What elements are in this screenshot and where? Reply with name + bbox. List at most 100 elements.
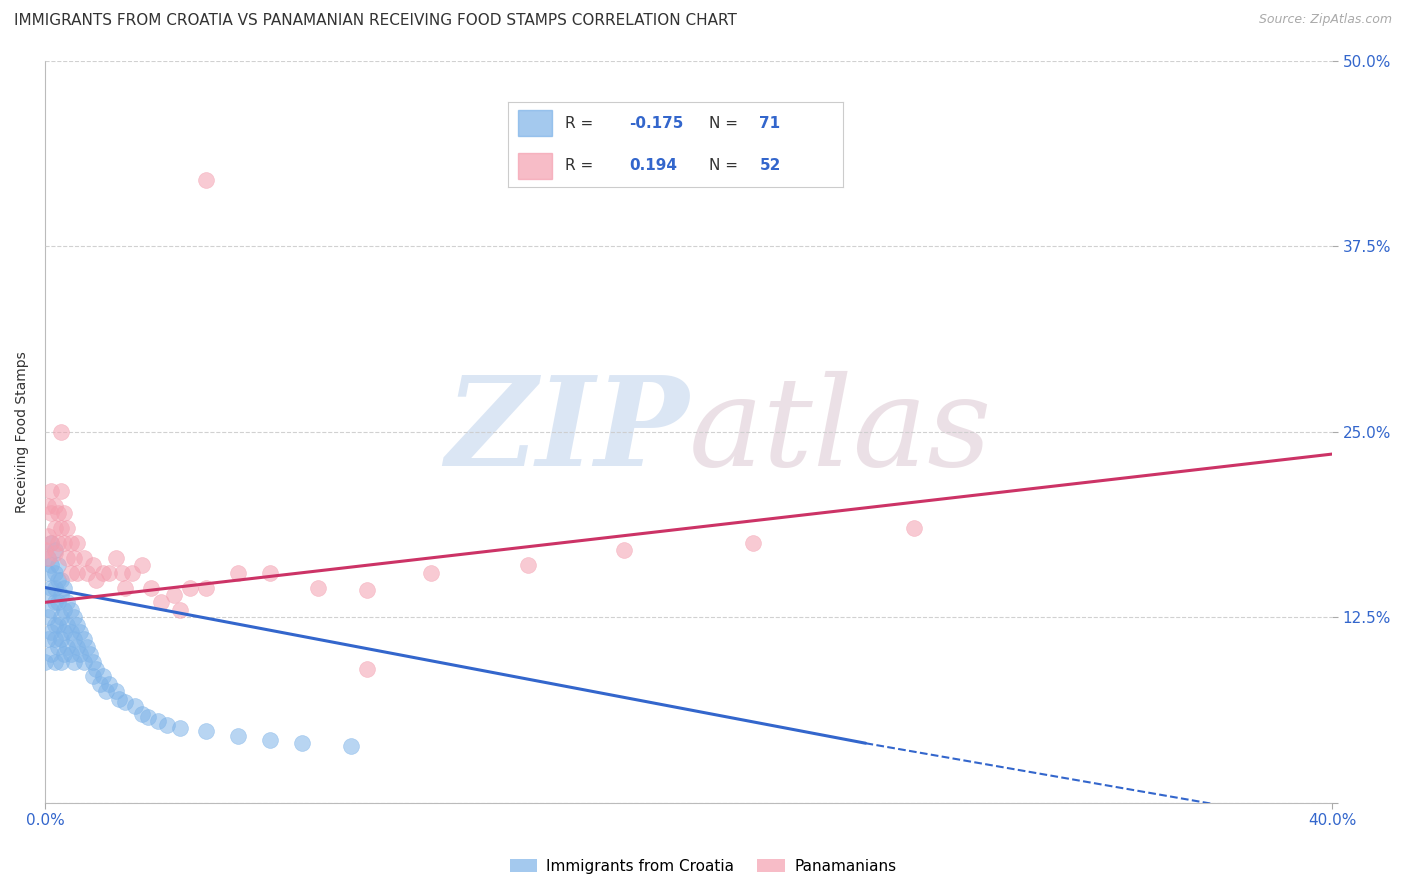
- Point: [66, 617, 89, 632]
- Point: [194, 581, 217, 595]
- Point: [41, 625, 63, 640]
- Point: [56, 617, 79, 632]
- Point: [37, 566, 59, 580]
- Point: [156, 718, 179, 732]
- Point: [131, 706, 153, 721]
- Point: [41, 536, 63, 550]
- Point: [46, 536, 69, 550]
- Point: [226, 566, 249, 580]
- Point: [44, 499, 66, 513]
- Point: [49, 521, 72, 535]
- Point: [163, 588, 186, 602]
- Point: [37, 550, 59, 565]
- Point: [41, 647, 63, 661]
- Point: [108, 691, 131, 706]
- Point: [49, 425, 72, 439]
- Point: [37, 499, 59, 513]
- Point: [53, 581, 76, 595]
- Point: [59, 647, 82, 661]
- Point: [37, 588, 59, 602]
- Point: [66, 536, 89, 550]
- Point: [44, 595, 66, 609]
- Point: [291, 736, 314, 750]
- Point: [53, 603, 76, 617]
- Text: Source: ZipAtlas.com: Source: ZipAtlas.com: [1258, 13, 1392, 27]
- Point: [44, 521, 66, 535]
- Point: [46, 595, 69, 609]
- Point: [41, 558, 63, 573]
- Point: [66, 640, 89, 654]
- Point: [114, 695, 136, 709]
- Point: [44, 581, 66, 595]
- Point: [91, 566, 114, 580]
- Point: [44, 546, 66, 560]
- Point: [86, 662, 108, 676]
- Point: [91, 669, 114, 683]
- Point: [56, 550, 79, 565]
- Point: [259, 733, 281, 747]
- Point: [131, 558, 153, 573]
- Point: [420, 566, 443, 580]
- Point: [169, 603, 191, 617]
- Point: [86, 573, 108, 587]
- Point: [56, 640, 79, 654]
- Point: [121, 566, 143, 580]
- Point: [46, 617, 69, 632]
- Point: [94, 684, 117, 698]
- Point: [63, 610, 86, 624]
- Point: [69, 647, 91, 661]
- Point: [34, 655, 56, 669]
- Point: [49, 632, 72, 647]
- Point: [63, 550, 86, 565]
- Point: [34, 543, 56, 558]
- Point: [82, 558, 104, 573]
- Point: [72, 632, 94, 647]
- Point: [72, 550, 94, 565]
- Point: [63, 632, 86, 647]
- Point: [46, 573, 69, 587]
- Point: [308, 581, 330, 595]
- Point: [194, 173, 217, 187]
- Legend: Immigrants from Croatia, Panamanians: Immigrants from Croatia, Panamanians: [503, 853, 903, 880]
- Point: [136, 709, 159, 723]
- Point: [259, 566, 281, 580]
- Point: [516, 558, 538, 573]
- Point: [741, 536, 763, 550]
- Point: [49, 655, 72, 669]
- Point: [44, 655, 66, 669]
- Point: [53, 507, 76, 521]
- Point: [41, 484, 63, 499]
- Point: [49, 484, 72, 499]
- Point: [56, 595, 79, 609]
- Point: [98, 677, 121, 691]
- Point: [37, 528, 59, 542]
- Point: [149, 595, 172, 609]
- Point: [44, 617, 66, 632]
- Point: [53, 536, 76, 550]
- Point: [169, 722, 191, 736]
- Point: [76, 640, 98, 654]
- Point: [41, 536, 63, 550]
- Point: [104, 684, 127, 698]
- Point: [903, 521, 925, 535]
- Point: [141, 581, 163, 595]
- Point: [41, 603, 63, 617]
- Point: [46, 558, 69, 573]
- Point: [69, 625, 91, 640]
- Point: [56, 521, 79, 535]
- Point: [59, 603, 82, 617]
- Text: IMMIGRANTS FROM CROATIA VS PANAMANIAN RECEIVING FOOD STAMPS CORRELATION CHART: IMMIGRANTS FROM CROATIA VS PANAMANIAN RE…: [14, 13, 737, 29]
- Point: [63, 655, 86, 669]
- Point: [82, 669, 104, 683]
- Point: [49, 588, 72, 602]
- Point: [44, 566, 66, 580]
- Point: [194, 724, 217, 739]
- Point: [356, 583, 378, 598]
- Point: [76, 566, 98, 580]
- Point: [49, 573, 72, 587]
- Point: [339, 739, 361, 754]
- Point: [72, 655, 94, 669]
- Point: [44, 543, 66, 558]
- Point: [66, 566, 89, 580]
- Point: [59, 566, 82, 580]
